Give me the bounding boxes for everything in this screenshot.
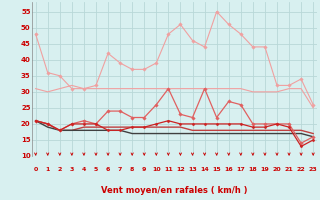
X-axis label: Vent moyen/en rafales ( km/h ): Vent moyen/en rafales ( km/h ) <box>101 186 248 195</box>
